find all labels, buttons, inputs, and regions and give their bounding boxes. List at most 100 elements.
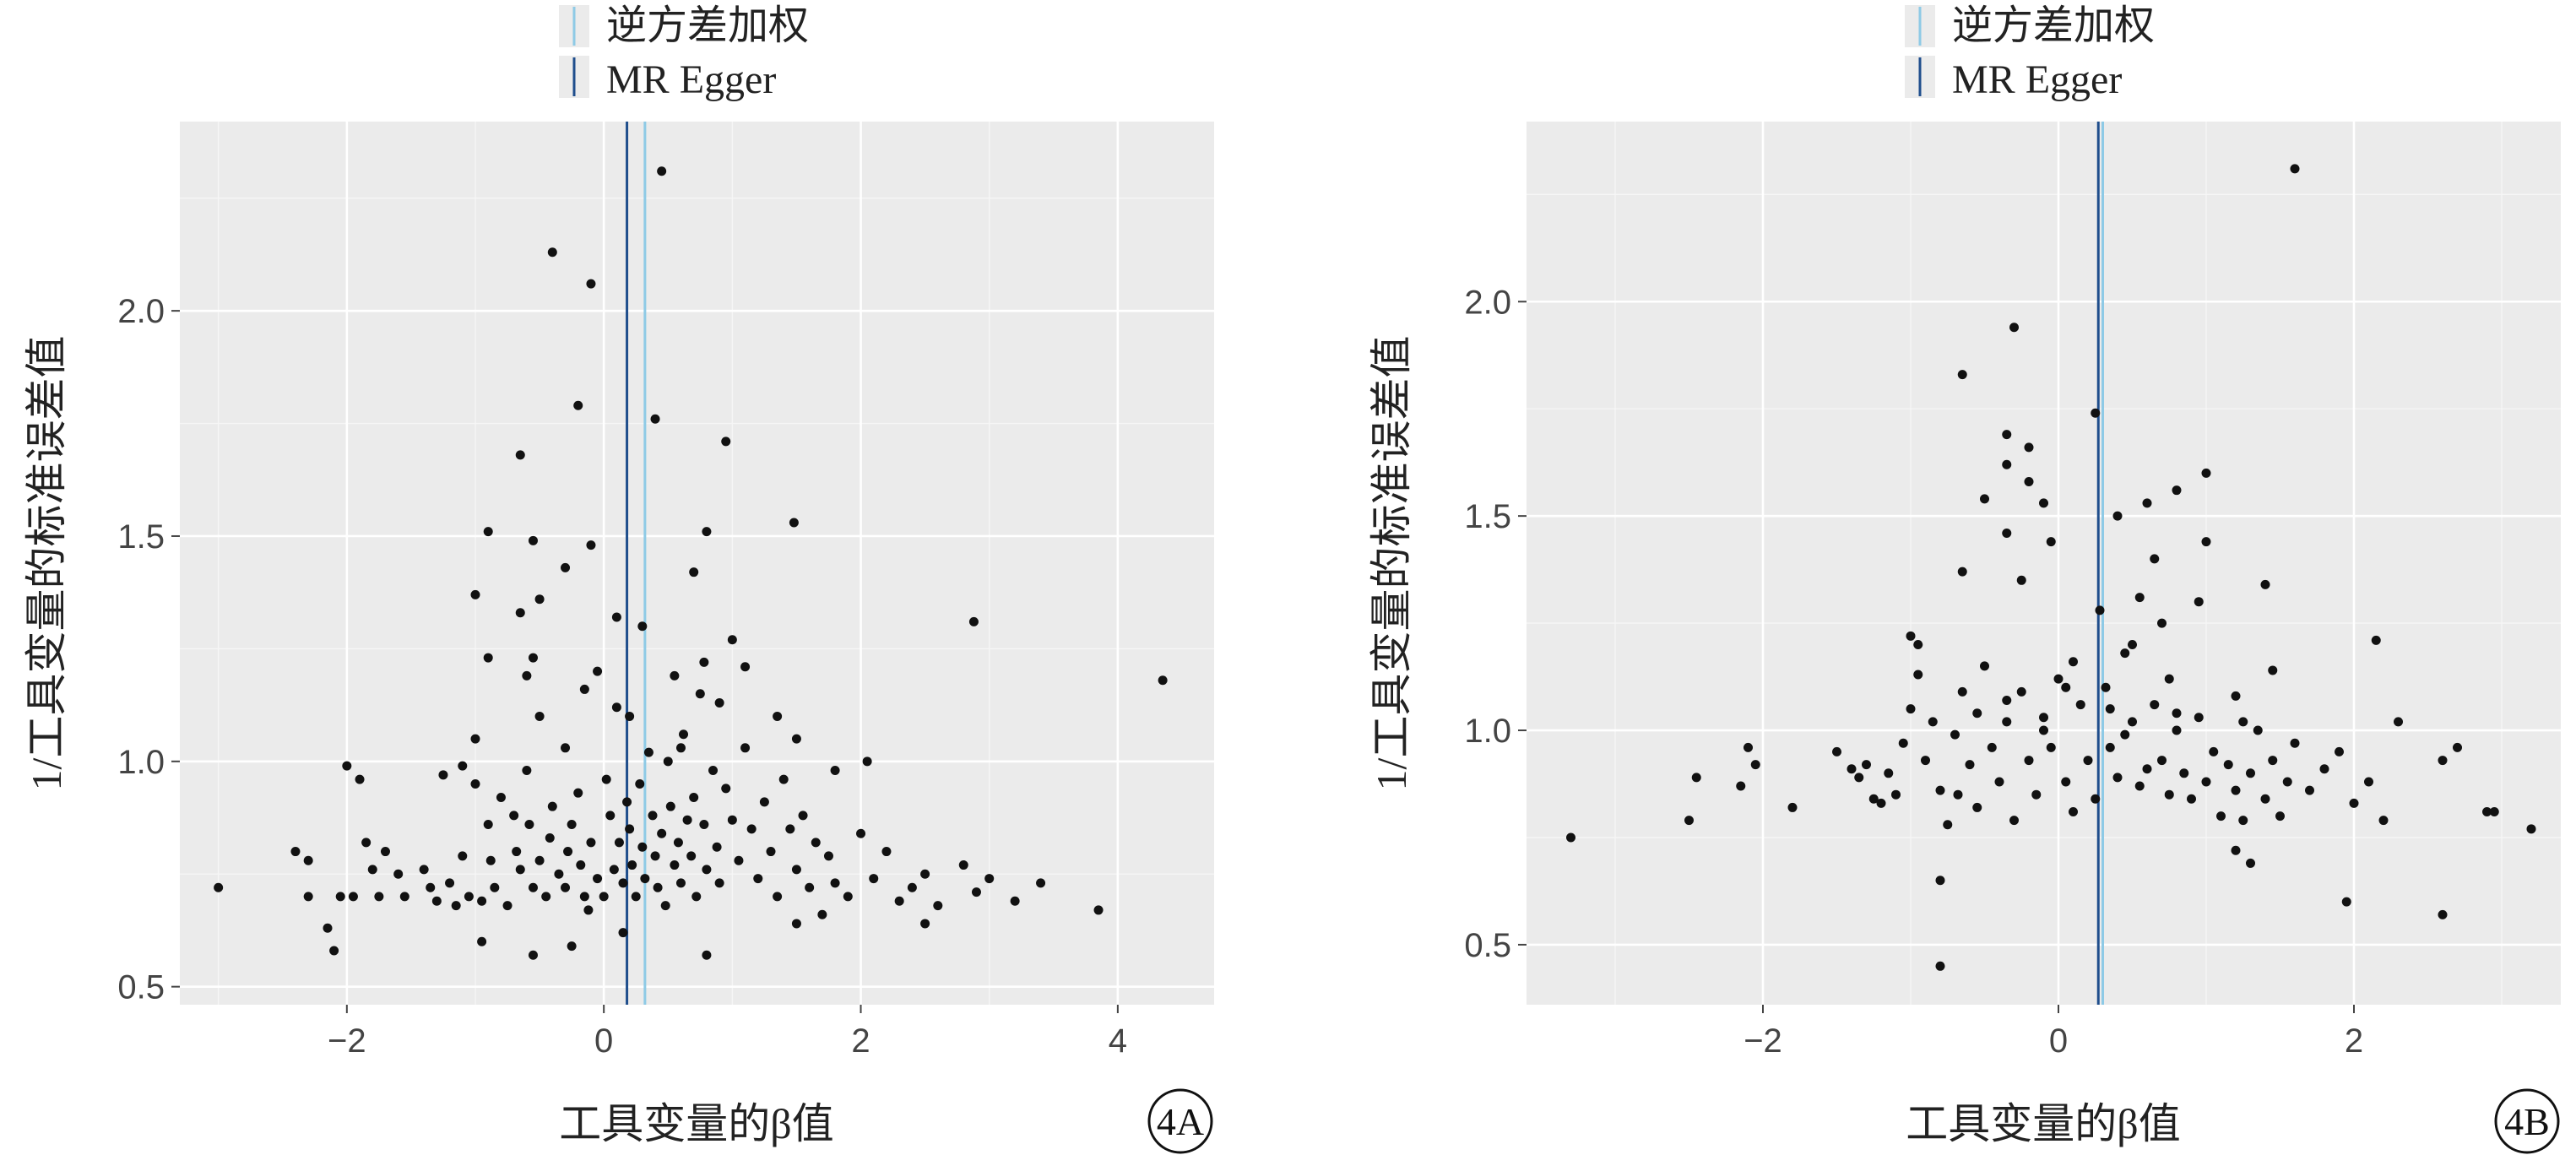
y-axis-title-4a: 1/工具变量的标准误差值 xyxy=(23,336,70,791)
scatter-point xyxy=(2095,605,2105,615)
scatter-point xyxy=(2157,756,2167,766)
scatter-point xyxy=(477,936,487,946)
scatter-point xyxy=(670,670,680,681)
scatter-point xyxy=(753,874,763,884)
legend-item-ivw-4b: 逆方差加权 xyxy=(1905,3,2155,48)
scatter-point xyxy=(856,828,866,838)
scatter-point xyxy=(689,567,699,578)
scatter-point xyxy=(2172,725,2182,735)
scatter-point xyxy=(2150,554,2160,564)
scatter-point xyxy=(920,919,930,929)
scatter-point xyxy=(431,896,442,906)
scatter-point xyxy=(2378,816,2389,826)
scatter-point xyxy=(2091,794,2101,804)
scatter-point xyxy=(665,801,675,811)
scatter-point xyxy=(2216,811,2226,822)
scatter-point xyxy=(2024,477,2034,487)
scatter-point xyxy=(522,670,532,681)
scatter-point xyxy=(625,824,635,834)
scatter-point xyxy=(1913,670,1923,680)
scatter-point xyxy=(2112,511,2123,521)
scatter-point xyxy=(1913,639,1923,649)
scatter-point xyxy=(303,892,313,902)
scatter-point xyxy=(2268,665,2278,675)
scatter-point xyxy=(611,702,621,713)
legend-item-egger-4b: MR Egger xyxy=(1905,56,2122,102)
scatter-point xyxy=(1750,760,1760,770)
scatter-point xyxy=(451,901,461,911)
scatter-point xyxy=(640,874,650,884)
scatter-point xyxy=(445,878,455,888)
scatter-point xyxy=(686,851,697,861)
x-tick-label: 0 xyxy=(594,1022,613,1060)
scatter-point xyxy=(593,874,603,884)
scatter-point xyxy=(502,901,512,911)
scatter-point xyxy=(2201,777,2211,787)
scatter-point xyxy=(522,765,532,775)
scatter-point xyxy=(1957,370,1967,380)
scatter-point xyxy=(702,527,712,537)
scatter-point xyxy=(2164,674,2174,684)
scatter-point xyxy=(1921,756,1930,766)
scatter-point xyxy=(567,820,577,830)
scatter-point xyxy=(637,842,648,852)
legend-label-egger: MR Egger xyxy=(1952,57,2122,102)
scatter-point xyxy=(778,774,789,784)
scatter-point xyxy=(1691,773,1701,783)
scatter-point xyxy=(1953,789,1963,800)
scatter-point xyxy=(554,869,564,879)
scatter-point xyxy=(1935,785,1945,795)
scatter-point xyxy=(1868,794,1879,804)
x-tick-label: −2 xyxy=(328,1022,366,1060)
scatter-point xyxy=(2061,682,2071,692)
scatter-point xyxy=(2305,785,2314,795)
minor-grid-4b xyxy=(1527,122,2561,1005)
scatter-point xyxy=(290,847,301,857)
scatter-point xyxy=(721,437,731,447)
scatter-point xyxy=(586,540,596,550)
scatter-point xyxy=(586,279,596,289)
scatter-point xyxy=(573,400,583,410)
scatter-point xyxy=(653,882,663,892)
scatter-point xyxy=(622,797,632,807)
scatter-point xyxy=(675,878,686,888)
scatter-point xyxy=(682,815,692,825)
scatter-point xyxy=(561,882,571,892)
scatter-point xyxy=(438,770,448,780)
scatter-point xyxy=(2319,764,2329,774)
y-axis-ticks-4a: 0.5 1.0 1.5 2.0 xyxy=(117,293,180,1006)
scatter-point xyxy=(329,946,339,956)
scatter-point xyxy=(490,882,500,892)
scatter-point xyxy=(691,892,702,902)
scatter-point xyxy=(1832,746,1841,756)
scatter-point xyxy=(618,928,628,938)
scatter-point xyxy=(702,865,712,875)
scatter-point xyxy=(817,909,827,919)
scatter-point xyxy=(791,919,801,929)
scatter-point xyxy=(773,892,783,902)
scatter-point xyxy=(660,901,670,911)
scatter-point xyxy=(2194,597,2204,607)
scatter-point xyxy=(586,838,596,848)
scatter-point xyxy=(2231,845,2241,855)
scatter-point xyxy=(1891,789,1901,800)
scatter-point xyxy=(2002,459,2012,469)
scatter-point xyxy=(789,518,799,528)
legend-4a: 逆方差加权 MR Egger xyxy=(559,3,809,102)
scatter-point xyxy=(348,892,358,902)
plot-area-4b xyxy=(1527,122,2561,1005)
y-tick-label: 1.5 xyxy=(1464,498,1511,535)
scatter-point xyxy=(708,765,719,775)
scatter-point xyxy=(823,851,833,861)
scatter-point xyxy=(791,865,801,875)
scatter-point xyxy=(1898,738,1908,748)
scatter-point xyxy=(2275,811,2285,822)
scatter-point xyxy=(2039,713,2048,723)
scatter-point xyxy=(2489,807,2499,817)
scatter-point xyxy=(830,765,840,775)
scatter-point xyxy=(643,747,653,757)
scatter-point xyxy=(2335,746,2344,756)
scatter-point xyxy=(727,635,737,645)
scatter-point xyxy=(458,761,468,771)
scatter-point xyxy=(1847,764,1857,774)
